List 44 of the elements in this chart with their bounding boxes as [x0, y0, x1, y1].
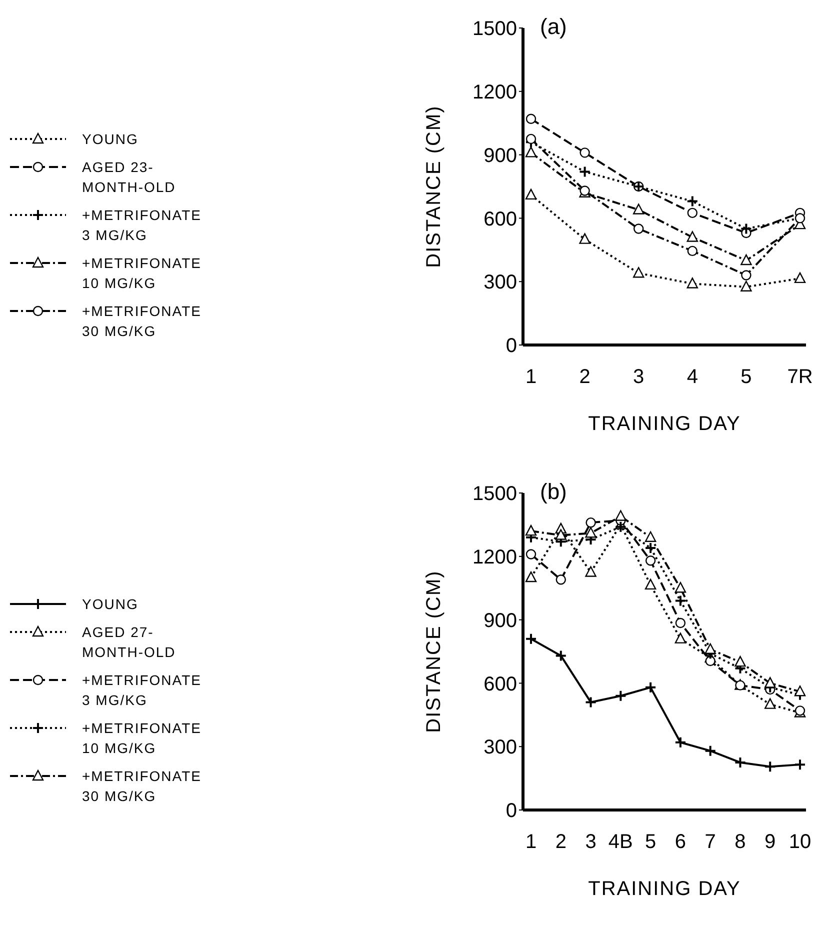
x-tick-label: 3: [585, 831, 596, 854]
legend-label: YOUNG: [82, 594, 140, 614]
x-tick-label: 10: [788, 831, 812, 854]
x-tick-label: 7: [704, 831, 716, 854]
y-tick-label: 1500: [472, 18, 517, 40]
chart-title: (b): [540, 479, 567, 505]
y-tick-label: 300: [484, 736, 517, 759]
x-tick-label: 1: [525, 831, 537, 854]
y-tick-label: 600: [484, 208, 517, 230]
legend-label: +METRIFONATE 3 MG/KG: [82, 206, 202, 244]
x-tick-label: 2: [555, 831, 566, 854]
y-tick-label: 1200: [472, 82, 517, 104]
y-tick-label: 900: [484, 610, 517, 632]
x-tick-label: 7R: [787, 366, 813, 388]
x-tick-label: 5: [740, 366, 752, 388]
y-tick-label: 1200: [472, 546, 517, 568]
legend-label: +METRIFONATE 10 MG/KG: [82, 718, 202, 758]
x-tick-label: 4: [686, 366, 698, 388]
legend-label: YOUNG: [82, 130, 140, 148]
legend-label: +METRIFONATE 30 MG/KG: [82, 766, 202, 806]
x-tick-label: 6: [674, 831, 686, 854]
x-axis-title: TRAINING DAY: [588, 413, 741, 435]
y-tick-label: 900: [484, 144, 517, 167]
y-axis-title: DISTANCE (CM): [423, 570, 446, 733]
x-tick-label: 4B: [608, 831, 633, 854]
x-tick-label: 9: [764, 831, 776, 854]
x-tick-label: 3: [633, 366, 644, 388]
y-tick-label: 0: [506, 335, 517, 358]
y-tick-label: 1500: [472, 483, 517, 506]
legend-label: +METRIFONATE 10 MG/KG: [82, 254, 202, 292]
chart-title: (a): [540, 14, 567, 40]
x-tick-label: 5: [644, 831, 656, 854]
y-tick-label: 300: [484, 272, 517, 294]
x-tick-label: 2: [579, 366, 590, 388]
x-tick-label: 8: [734, 831, 746, 854]
x-tick-label: 1: [525, 366, 537, 388]
legend-label: +METRIFONATE 3 MG/KG: [82, 670, 202, 710]
legend-label: AGED 27-MONTH-OLD: [82, 622, 177, 662]
legend-label: +METRIFONATE 30 MG/KG: [82, 302, 202, 340]
legend-label: AGED 23-MONTH-OLD: [82, 158, 177, 196]
y-tick-label: 0: [506, 800, 517, 822]
y-axis-title: DISTANCE (CM): [423, 105, 446, 268]
x-axis-title: TRAINING DAY: [588, 878, 741, 900]
y-tick-label: 600: [484, 673, 517, 696]
